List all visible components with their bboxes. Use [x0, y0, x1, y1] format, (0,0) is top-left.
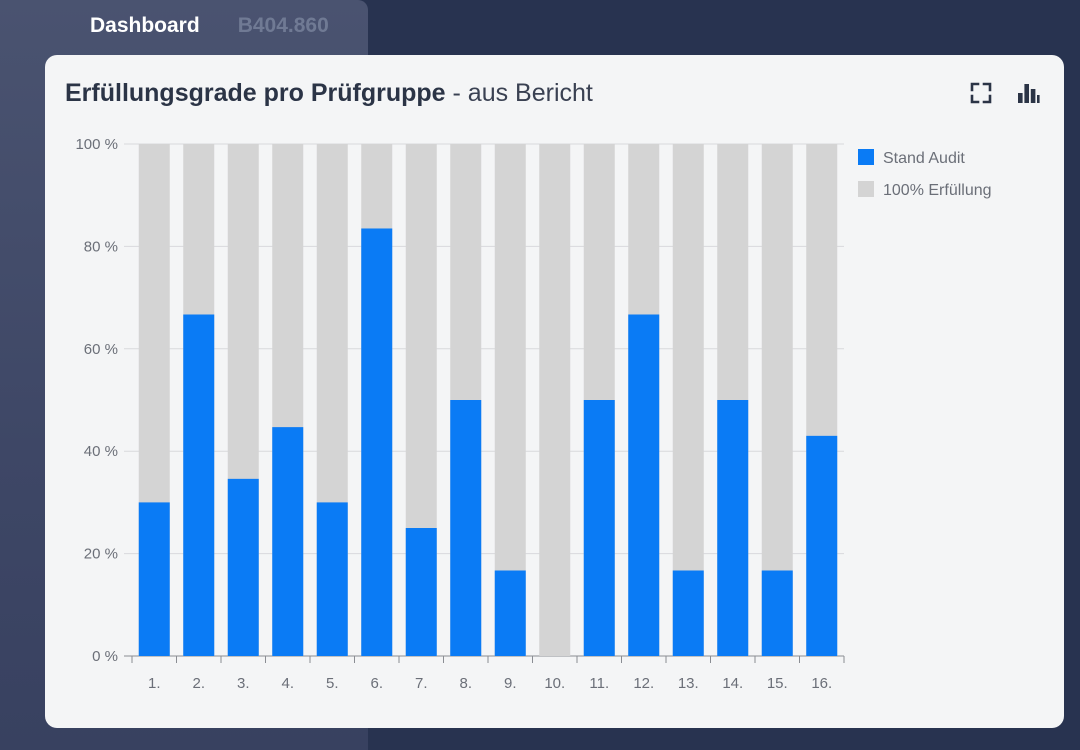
- bar-stand-audit-13: [672, 570, 704, 656]
- x-tick-label: 14.: [722, 675, 743, 692]
- x-tick-label: 12.: [633, 675, 654, 692]
- x-tick-label: 16.: [811, 675, 832, 692]
- bar-stand-audit-1: [138, 502, 170, 656]
- bar-stand-audit-7: [405, 528, 437, 656]
- bar-stand-audit-3: [227, 478, 259, 656]
- bar-stand-audit-12: [628, 314, 660, 656]
- x-tick-label: 1.: [148, 675, 161, 692]
- card-header: Erfüllungsgrade pro Prüfgruppe - aus Ber…: [65, 79, 593, 108]
- x-tick-label: 3.: [237, 675, 250, 692]
- x-tick-label: 5.: [326, 675, 339, 692]
- y-tick-label: 80 %: [84, 238, 118, 255]
- legend-label-1: Stand Audit: [883, 150, 965, 167]
- y-tick-label: 100 %: [75, 136, 118, 153]
- x-tick-label: 8.: [459, 675, 472, 692]
- card-title: Erfüllungsgrade pro Prüfgruppe: [65, 79, 446, 107]
- x-tick-label: 7.: [415, 675, 428, 692]
- bar-stand-audit-6: [361, 228, 393, 657]
- x-tick-label: 11.: [589, 675, 609, 692]
- y-tick-label: 60 %: [84, 341, 118, 358]
- bar-stand-audit-16: [806, 435, 838, 656]
- bar-full-10: [539, 144, 571, 656]
- bar-stand-audit-2: [183, 314, 215, 656]
- legend-swatch-1: [858, 149, 874, 165]
- fullscreen-button[interactable]: [969, 81, 993, 105]
- bar-stand-audit-9: [494, 570, 526, 656]
- fullscreen-icon: [970, 82, 992, 104]
- bar-stand-audit-4: [272, 427, 304, 656]
- nav-tabs: Dashboard B404.860: [90, 14, 329, 38]
- bar-stand-audit-5: [316, 502, 348, 656]
- bar-chart: 0 % 20 % 40 % 60 % 80 % 100 % 1. 2. 3. 4. 5. 6. 7. 8.…: [75, 136, 992, 692]
- x-tick-label: 6.: [370, 675, 383, 692]
- x-tick-label: 4.: [281, 675, 294, 692]
- legend-label-2: 100% Erfüllung: [883, 182, 992, 199]
- bar-stand-audit-14: [717, 400, 749, 656]
- x-tick-label: 9.: [504, 675, 517, 692]
- y-tick-label: 20 %: [84, 546, 118, 563]
- x-tick-label: 10.: [544, 675, 565, 692]
- tab-dashboard[interactable]: Dashboard: [90, 14, 200, 37]
- tab-b404-860[interactable]: B404.860: [237, 14, 329, 37]
- x-tick-label: 15.: [767, 675, 788, 692]
- y-tick-label: 40 %: [84, 443, 118, 460]
- x-tick-label: 2.: [192, 675, 205, 692]
- bar-stand-audit-15: [761, 570, 793, 656]
- x-tick-label: 13.: [678, 675, 699, 692]
- chart-card: Erfüllungsgrade pro Prüfgruppe - aus Ber…: [45, 55, 1064, 728]
- legend-swatch-2: [858, 181, 874, 197]
- bar-chart-icon: [1018, 84, 1040, 103]
- bar-stand-audit-8: [450, 400, 482, 656]
- y-tick-label: 0 %: [92, 648, 118, 665]
- bar-stand-audit-11: [583, 400, 615, 656]
- card-subtitle: - aus Bericht: [452, 79, 593, 107]
- chart-type-button[interactable]: [1016, 81, 1040, 105]
